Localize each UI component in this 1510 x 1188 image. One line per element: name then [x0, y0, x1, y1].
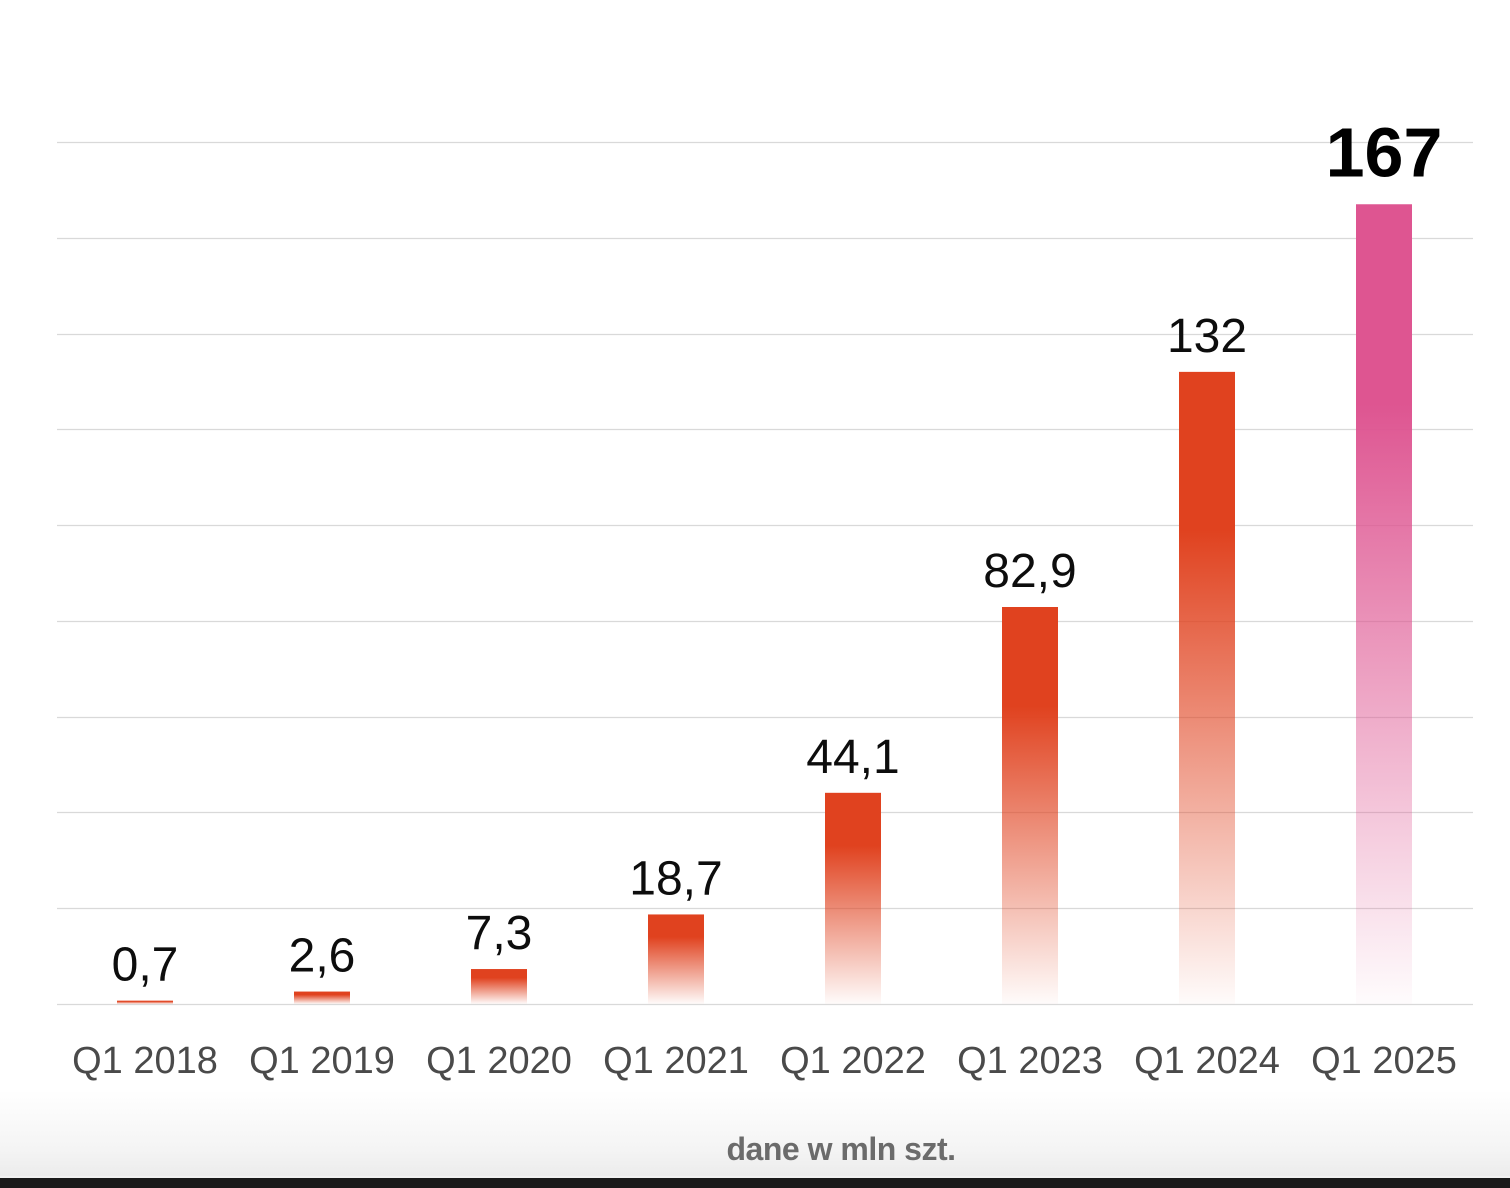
data-labels: 0,7 2,6 7,3 18,7 44,1 82,9 132 167: [112, 113, 1443, 991]
bars: [117, 204, 1412, 1004]
data-label: 2,6: [289, 930, 356, 983]
data-label: 18,7: [629, 852, 722, 905]
bar-q1-2018: [117, 1000, 173, 1004]
bar-q1-2023: [1002, 607, 1058, 1004]
x-tick-label: Q1 2024: [1134, 1040, 1280, 1082]
x-axis-tick-labels: Q1 2018 Q1 2019 Q1 2020 Q1 2021 Q1 2022 Q1 20…: [72, 1040, 1457, 1082]
data-label: 0,7: [112, 939, 179, 992]
bar-q1-2022: [825, 792, 881, 1004]
bar-q1-2025: [1356, 204, 1412, 1004]
bar-q1-2021: [648, 914, 704, 1004]
data-label: 167: [1326, 113, 1443, 191]
data-label: 44,1: [806, 731, 899, 784]
data-label: 7,3: [466, 907, 533, 960]
x-tick-label: Q1 2023: [957, 1040, 1103, 1082]
unit-note: dane w mln szt.: [726, 1131, 956, 1167]
x-tick-label: Q1 2020: [426, 1040, 572, 1082]
bar-q1-2020: [471, 969, 527, 1004]
bar-q1-2019: [294, 991, 350, 1004]
data-label: 132: [1167, 310, 1247, 363]
x-tick-label: Q1 2021: [603, 1040, 749, 1082]
data-label: 82,9: [983, 545, 1076, 598]
bottom-edge: [0, 1176, 1510, 1188]
bar-q1-2024: [1179, 371, 1235, 1004]
x-tick-label: Q1 2022: [780, 1040, 926, 1082]
gridlines: [57, 141, 1473, 1006]
x-tick-label: Q1 2025: [1311, 1040, 1457, 1082]
x-tick-label: Q1 2019: [249, 1040, 395, 1082]
x-tick-label: Q1 2018: [72, 1040, 218, 1082]
